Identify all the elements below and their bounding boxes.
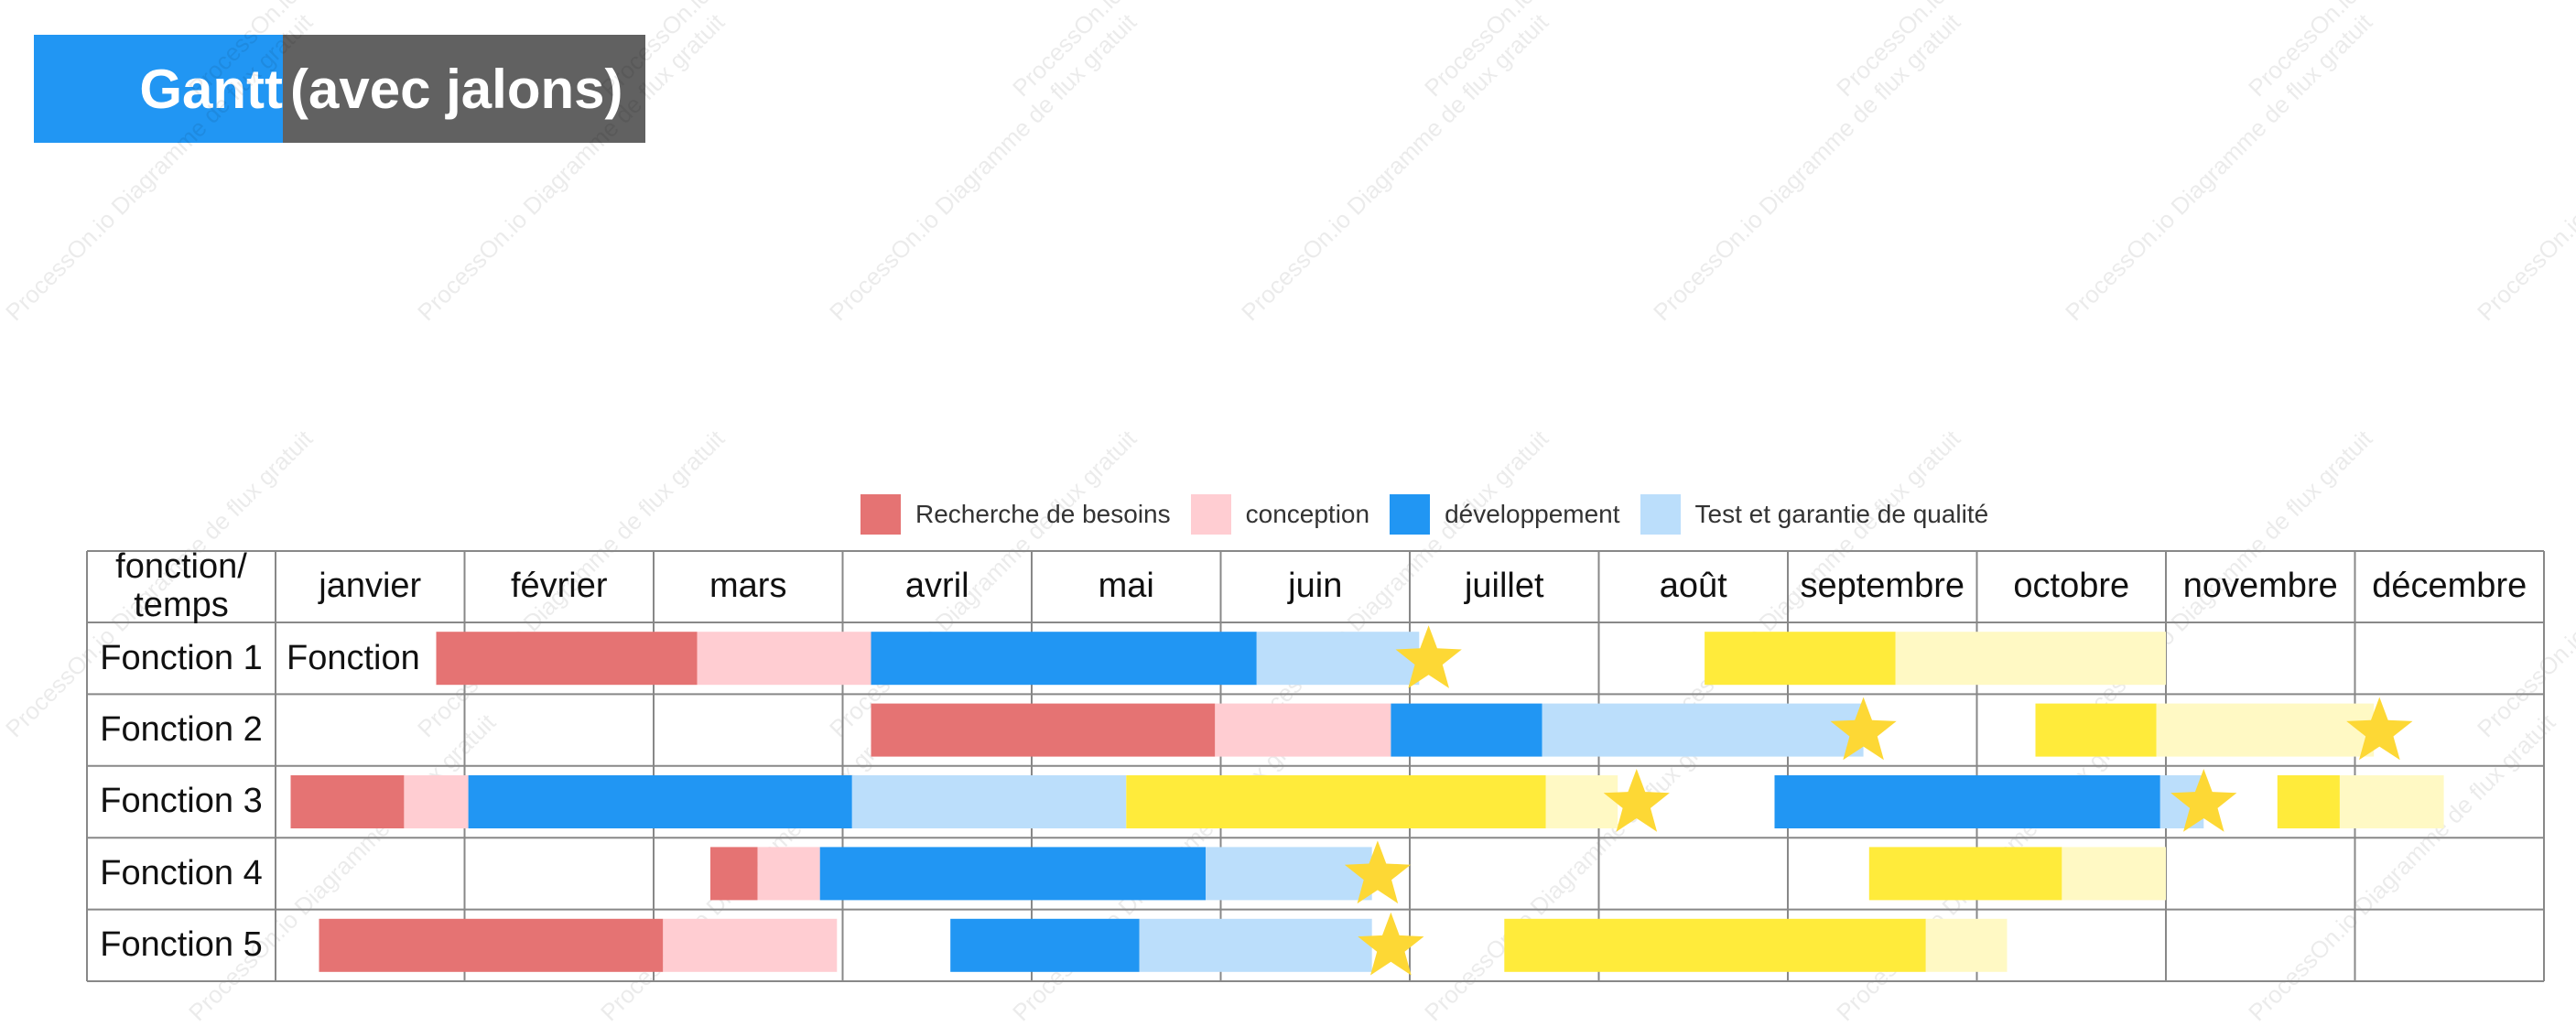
month-header: février: [510, 567, 608, 606]
gantt-bar-test: [851, 775, 1127, 828]
gantt-bar-design: [697, 632, 871, 686]
gantt-bar-yellow: [1504, 918, 1926, 972]
legend-label: Test et garantie de qualité: [1694, 500, 1989, 528]
month-header: novembre: [2182, 567, 2338, 606]
row-label: Fonction 3: [100, 782, 263, 821]
gantt-bar-test: [1542, 703, 1864, 757]
month-header: juin: [1288, 567, 1343, 606]
gantt-bar-test: [1206, 847, 1372, 901]
legend-item: Test et garantie de qualité: [1640, 494, 1989, 535]
milestone-star-icon: [1395, 625, 1462, 688]
legend-label: conception: [1245, 500, 1370, 528]
row-label: Fonction 2: [100, 710, 263, 750]
month-header: mars: [709, 567, 787, 606]
gantt-bar-dev: [1391, 703, 1542, 757]
gantt-bar-design: [663, 918, 838, 972]
legend: Recherche de besoins conception développem…: [860, 494, 2008, 535]
title-banner: Gantt (avec jalons): [34, 35, 645, 143]
gantt-bar-research: [319, 918, 664, 972]
row-label: Fonction 1: [100, 638, 263, 677]
gantt-bar-test: [1256, 632, 1420, 686]
legend-swatch: [1640, 494, 1681, 535]
row-label: Fonction 4: [100, 853, 263, 892]
gantt-bar-yellow_light: [1545, 775, 1618, 828]
month-header: septembre: [1800, 567, 1965, 606]
legend-item: Recherche de besoins: [860, 494, 1171, 535]
gantt-bar-dev: [468, 775, 852, 828]
gantt-bar-yellow: [2277, 775, 2340, 828]
gantt-bar-yellow_light: [2340, 775, 2444, 828]
month-header: décembre: [2372, 567, 2527, 606]
gantt-bar-yellow: [1868, 847, 2062, 901]
month-header: janvier: [319, 567, 422, 606]
gantt-bar-test: [1139, 918, 1372, 972]
gantt-bar-design: [757, 847, 820, 901]
gantt-bar-dev: [871, 632, 1257, 686]
milestone-star-icon: [2170, 769, 2237, 832]
title-part-milestones: (avec jalons): [283, 35, 645, 143]
gantt-bar-yellow_light: [2156, 703, 2375, 757]
gantt-bar-yellow_light: [2062, 847, 2166, 901]
legend-swatch: [1390, 494, 1431, 535]
month-header: août: [1659, 567, 1727, 606]
gantt-bar-yellow: [1126, 775, 1546, 828]
gantt-bar-dev: [1774, 775, 2160, 828]
month-header: avril: [904, 567, 969, 606]
title-part-gantt: Gantt: [34, 35, 283, 143]
gantt-bar-research: [710, 847, 758, 901]
gantt-bar-yellow_light: [1925, 918, 2008, 972]
milestone-star-icon: [1358, 912, 1424, 976]
corner-header: fonction/ temps: [115, 547, 247, 624]
gantt-bar-design: [1215, 703, 1391, 757]
gantt-bar-dev: [819, 847, 1206, 901]
row-label: Fonction 5: [100, 925, 263, 965]
month-header: juillet: [1464, 567, 1544, 606]
legend-item: développement: [1390, 494, 1620, 535]
row-inline-text: Fonction: [287, 638, 420, 677]
legend-swatch: [1190, 494, 1231, 535]
gantt-bar-dev: [950, 918, 1140, 972]
milestone-star-icon: [1830, 697, 1897, 761]
legend-swatch: [860, 494, 901, 535]
legend-label: développement: [1445, 500, 1620, 528]
gantt-bar-research: [871, 703, 1216, 757]
milestone-star-icon: [1344, 840, 1411, 904]
gantt-bar-yellow_light: [1895, 632, 2166, 686]
gantt-bar-yellow: [1705, 632, 1896, 686]
gantt-bar-yellow: [2035, 703, 2157, 757]
month-header: mai: [1098, 567, 1154, 606]
gantt-bar-research: [436, 632, 698, 686]
gantt-bar-design: [404, 775, 469, 828]
milestone-star-icon: [1603, 769, 1670, 832]
milestone-star-icon: [2346, 697, 2413, 761]
gantt-bar-research: [290, 775, 405, 828]
month-header: octobre: [2013, 567, 2130, 606]
legend-item: conception: [1190, 494, 1370, 535]
legend-label: Recherche de besoins: [915, 500, 1171, 528]
